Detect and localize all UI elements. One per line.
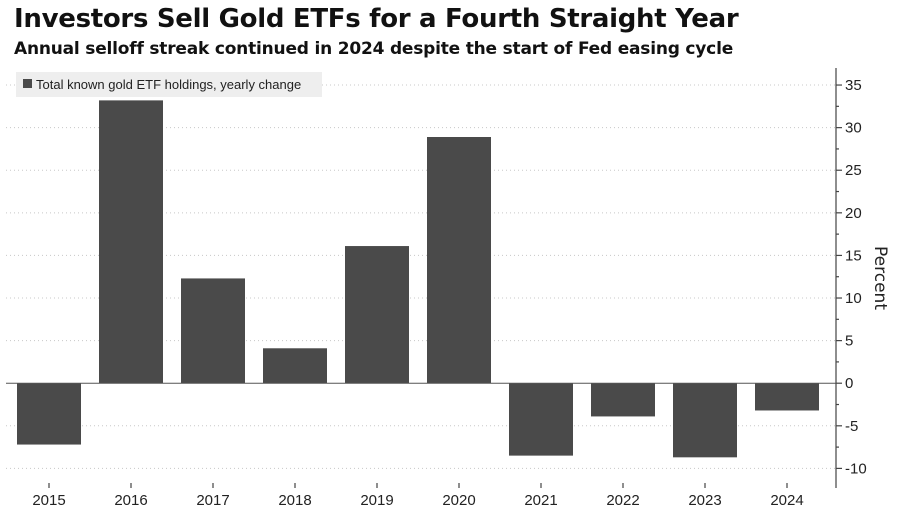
y-axis: 35 30 25 20 15 10 5 0 -5 -10 [835,68,867,488]
bar-2017 [181,278,245,384]
y-tick-label: 10 [845,290,862,307]
chart-subtitle: Annual selloff streak continued in 2024 … [14,39,734,59]
x-tick-label-2017: 2017 [196,492,229,509]
y-tick-label: 30 [845,120,862,137]
bar-2016 [99,100,163,384]
x-tick-label-2021: 2021 [524,492,557,509]
y-tick-label: -5 [845,418,858,435]
y-tick-label: 20 [845,205,862,222]
bar-2015 [17,383,81,445]
x-tick-label-2020: 2020 [442,492,475,509]
x-tick-label-2016: 2016 [114,492,147,509]
x-tick-label-2018: 2018 [278,492,311,509]
legend-label: Total known gold ETF holdings, yearly ch… [36,77,301,92]
x-tick-label-2015: 2015 [32,492,65,509]
chart-title: Investors Sell Gold ETFs for a Fourth St… [14,4,739,34]
legend: Total known gold ETF holdings, yearly ch… [16,72,322,97]
x-tick-label-2019: 2019 [360,492,393,509]
x-tick-label-2024: 2024 [770,492,803,509]
bar-2023 [673,383,737,458]
bar-2022 [591,383,655,417]
legend-swatch [23,79,32,88]
y-tick-label: 0 [845,375,853,392]
y-tick-label: -10 [845,460,867,477]
legend-background [16,72,322,97]
y-axis-title: Percent [870,246,890,310]
bar-2020 [427,137,491,384]
bar-2018 [263,348,327,384]
x-axis-labels: 2015 2016 2017 2018 2019 2020 2021 2022 2023 2024 [32,483,804,509]
bar-2019 [345,246,409,384]
bar-2021 [509,383,573,456]
bar-2024 [755,383,819,411]
y-tick-label: 25 [845,162,862,179]
x-tick-label-2023: 2023 [688,492,721,509]
bars [17,100,819,458]
y-tick-label: 35 [845,77,862,94]
y-tick-label: 15 [845,247,862,264]
y-tick-label: 5 [845,333,853,350]
x-tick-label-2022: 2022 [606,492,639,509]
